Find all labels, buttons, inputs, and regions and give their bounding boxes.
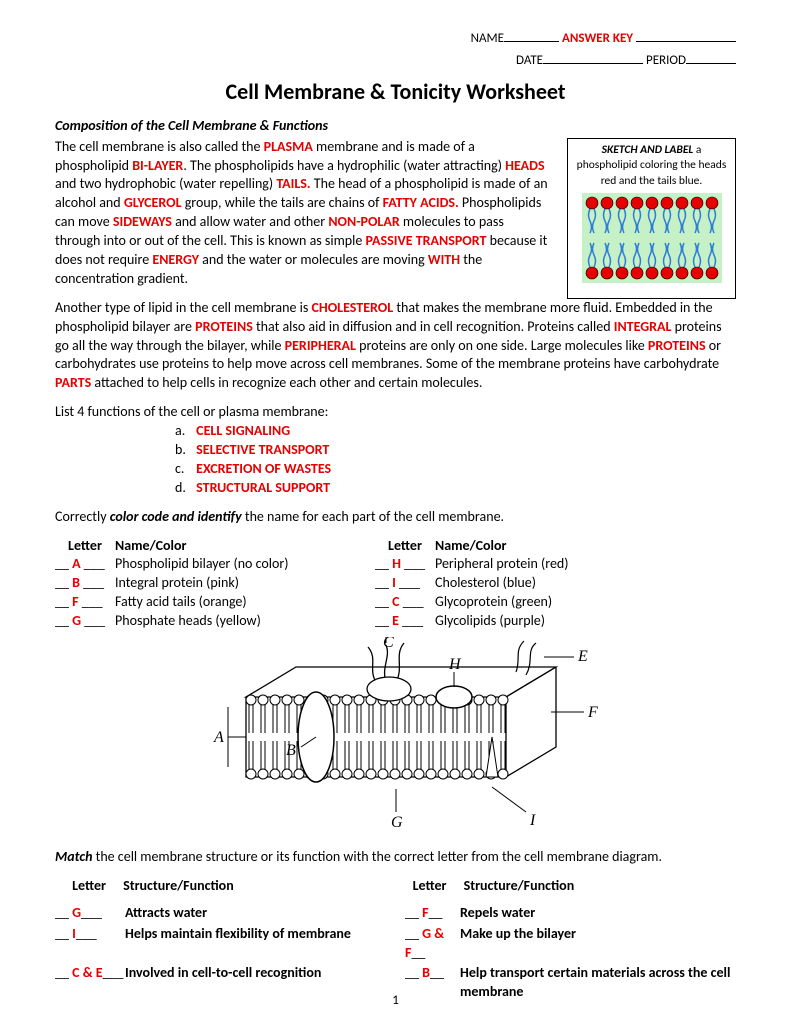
- match-intro: Match the cell membrane structure or its…: [55, 848, 736, 867]
- name-label: NAME: [471, 31, 504, 46]
- colorcode-row: __ F ___Fatty acid tails (orange)__ C __…: [55, 593, 736, 612]
- diagram-label-I: I: [529, 812, 536, 829]
- page-number: 1: [0, 992, 791, 1010]
- match-rows: __ G___Attracts water__ F__Repels water _…: [55, 904, 736, 1002]
- membrane-diagram: A B C E F G H I: [55, 637, 736, 838]
- diagram-label-E: E: [577, 648, 588, 665]
- phospholipid-bilayer-sketch: [582, 193, 722, 283]
- page-title: Cell Membrane & Tonicity Worksheet: [55, 77, 736, 107]
- diagram-label-B: B: [286, 742, 296, 759]
- worksheet-page: NAME ANSWER KEY DATE PERIOD Cell Membran…: [0, 0, 791, 1024]
- colorcode-headers: Letter Name/Color Letter Name/Color: [55, 537, 736, 556]
- functions-intro: List 4 functions of the cell or plasma m…: [55, 403, 736, 422]
- section1-heading: Composition of the Cell Membrane & Funct…: [55, 117, 736, 136]
- header-fields: NAME ANSWER KEY DATE PERIOD: [55, 30, 736, 69]
- paragraph-2: Another type of lipid in the cell membra…: [55, 299, 736, 393]
- colorcode-row: __ G ___Phosphate heads (yellow)__ E ___…: [55, 612, 736, 631]
- diagram-label-F: F: [587, 704, 598, 721]
- match-row: __ I___Helps maintain flexibility of mem…: [55, 925, 736, 963]
- diagram-label-A: A: [213, 729, 224, 746]
- colorcode-intro: Correctly color code and identify the na…: [55, 508, 736, 527]
- functions-list: a. CELL SIGNALING b. SELECTIVE TRANSPORT…: [175, 422, 736, 498]
- colorcode-row: __ B ___Integral protein (pink)__ I ___C…: [55, 574, 736, 593]
- paragraph-1: The cell membrane is also called the PLA…: [55, 138, 549, 289]
- diagram-label-G: G: [391, 814, 403, 831]
- section1-content: The cell membrane is also called the PLA…: [55, 138, 736, 299]
- diagram-label-C: C: [383, 637, 394, 651]
- colorcode-rows: __ A ___Phospholipid bilayer (no color)_…: [55, 555, 736, 631]
- sketch-label-box: SKETCH AND LABEL a phospholipid coloring…: [567, 138, 736, 299]
- period-label: PERIOD: [646, 53, 686, 68]
- date-label: DATE: [516, 53, 543, 68]
- colorcode-row: __ A ___Phospholipid bilayer (no color)_…: [55, 555, 736, 574]
- answer-key-text: ANSWER KEY: [562, 31, 633, 46]
- match-row: __ G___Attracts water__ F__Repels water: [55, 904, 736, 923]
- diagram-label-H: H: [448, 656, 462, 673]
- match-headers: Letter Structure/Function Letter Structu…: [55, 877, 736, 896]
